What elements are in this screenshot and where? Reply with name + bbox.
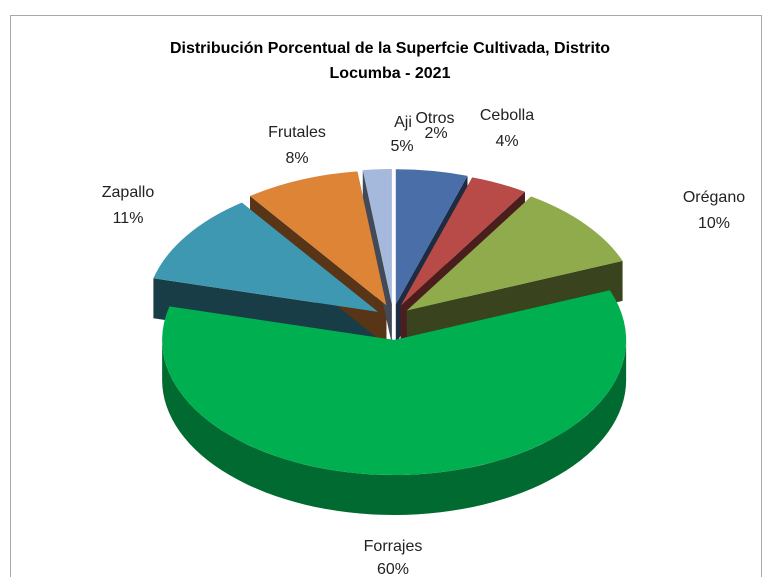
slice-label-value: 10% — [698, 215, 730, 232]
slice — [400, 177, 525, 306]
slice — [153, 202, 379, 312]
slice-label-name: Forrajes — [364, 538, 423, 555]
chart-title: Distribución Porcentual de la Superfcie … — [169, 40, 611, 82]
slice-label-value: 2% — [424, 125, 447, 142]
slice-label-name: Frutales — [268, 124, 326, 141]
slice-label-name: Otros — [415, 110, 454, 127]
slice-label-name: Zapallo — [102, 184, 155, 201]
slice-label-value: 11% — [113, 210, 144, 227]
slice-label-value: 60% — [377, 561, 409, 577]
slice-label-value: 8% — [285, 150, 308, 167]
slice-label-name: Aji — [394, 114, 412, 131]
slice-label-name: Cebolla — [480, 107, 534, 124]
slice-label-value: 4% — [495, 133, 518, 150]
slice — [162, 290, 627, 475]
slice — [395, 169, 468, 305]
slice-label-name: Orégano — [683, 189, 745, 206]
slice-side — [162, 339, 627, 515]
slice — [406, 196, 623, 311]
slice-label-value: 5% — [390, 138, 413, 155]
slice — [362, 169, 392, 305]
slice — [250, 171, 387, 306]
